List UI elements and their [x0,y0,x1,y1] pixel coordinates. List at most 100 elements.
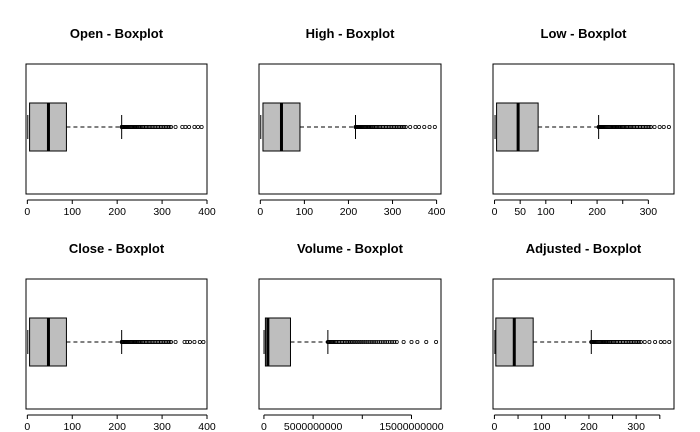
outlier-point [366,125,371,130]
outlier-point [642,339,647,344]
x-tick-label: 0 [24,421,30,432]
outlier-point [138,339,143,344]
outlier-point [403,125,408,130]
outlier-point [614,125,619,130]
outlier-point [180,125,185,130]
outlier-point [606,339,611,344]
x-tick-label: 200 [340,206,358,218]
panel-title: Open - Boxplot [70,26,164,41]
outlier-point [602,339,607,344]
outlier-point [432,125,437,130]
outlier-point [353,339,358,344]
outlier-point [134,339,139,344]
plot-frame [258,63,442,195]
outlier-point [182,339,187,344]
outlier-point [402,125,407,130]
outlier-point [661,125,666,130]
outlier-point [621,125,626,130]
outlier-point [369,339,374,344]
x-tick-label: 100 [533,421,551,432]
outlier-point [371,125,376,130]
outlier-point [413,125,418,130]
outlier-point [653,339,658,344]
outlier-point [637,339,642,344]
outlier-point [615,125,620,130]
outlier-point [422,125,427,130]
outlier-point [350,339,355,344]
x-tick-label: 100 [63,421,81,432]
outlier-point [365,339,370,344]
outlier-point [141,125,146,130]
outlier-point [167,125,172,130]
x-tick-label: 50 [514,206,526,218]
boxplot-panel: Close - Boxplot 0 100 200 300 400 [24,241,215,432]
outlier-point [658,339,663,344]
outlier-point [138,125,143,130]
outlier-point [183,125,188,130]
x-tick-label: 100 [63,206,81,218]
outlier-point [662,339,667,344]
outlier-point [133,339,138,344]
outlier-point [623,125,628,130]
outlier-point [427,125,432,130]
x-tick-label: 0 [492,206,498,218]
boxplot-panel: Volume - Boxplot 0 5000000000 15000000000 [258,241,444,432]
x-tick-label: 300 [153,206,171,218]
outlier-point [169,339,174,344]
outlier-point [604,339,609,344]
x-tick-label: 400 [198,421,216,432]
outlier-point [647,125,652,130]
outlier-point [638,339,643,344]
x-tick-label: 0 [261,421,267,432]
outlier-point [617,125,622,130]
outlier-point [618,125,623,130]
outlier-point [394,339,399,344]
boxplot-panel: Low - Boxplot 0 50 100 200 300 [492,26,675,218]
outlier-point [199,125,204,130]
outlier-point [647,339,652,344]
boxplot-panel: Adjusted - Boxplot 0 100 200 300 [491,241,675,432]
x-tick-label: 200 [588,206,606,218]
x-tick-label: 400 [198,206,216,218]
outlier-point [415,339,420,344]
outlier-point [137,125,142,130]
outlier-point [424,339,429,344]
x-tick-label: 300 [153,421,171,432]
outlier-point [619,125,624,130]
outlier-point [392,339,397,344]
x-tick-label: 5000000000 [284,421,343,432]
boxplot-panel: Open - Boxplot 0 100 200 300 400 [24,26,215,218]
outlier-point [372,125,377,130]
plot-frame [25,278,208,410]
outlier-point [187,125,192,130]
panel-title: Adjusted - Boxplot [526,241,642,256]
outlier-point [139,339,144,344]
x-tick-label: 0 [24,206,30,218]
x-tick-label: 200 [108,421,126,432]
outlier-point [367,125,372,130]
outlier-point [201,339,206,344]
outlier-point [380,339,385,344]
x-tick-label: 400 [428,206,446,218]
outlier-point [601,339,606,344]
outlier-point [135,125,140,130]
outlier-point [331,339,336,344]
outlier-point [609,339,614,344]
outlier-point [351,339,356,344]
outlier-point [374,339,379,344]
outlier-point [355,339,360,344]
plot-frame [492,278,675,410]
x-tick-label: 200 [108,206,126,218]
outlier-point [169,125,174,130]
outlier-point [608,339,613,344]
outlier-point [613,125,618,130]
outlier-point [133,125,138,130]
outlier-point [401,339,406,344]
outlier-point [367,339,372,344]
outlier-point [135,339,140,344]
boxplot-panel: High - Boxplot 0 100 200 300 400 [257,26,445,218]
outlier-point [192,339,197,344]
outlier-point [390,339,395,344]
outlier-point [385,339,390,344]
